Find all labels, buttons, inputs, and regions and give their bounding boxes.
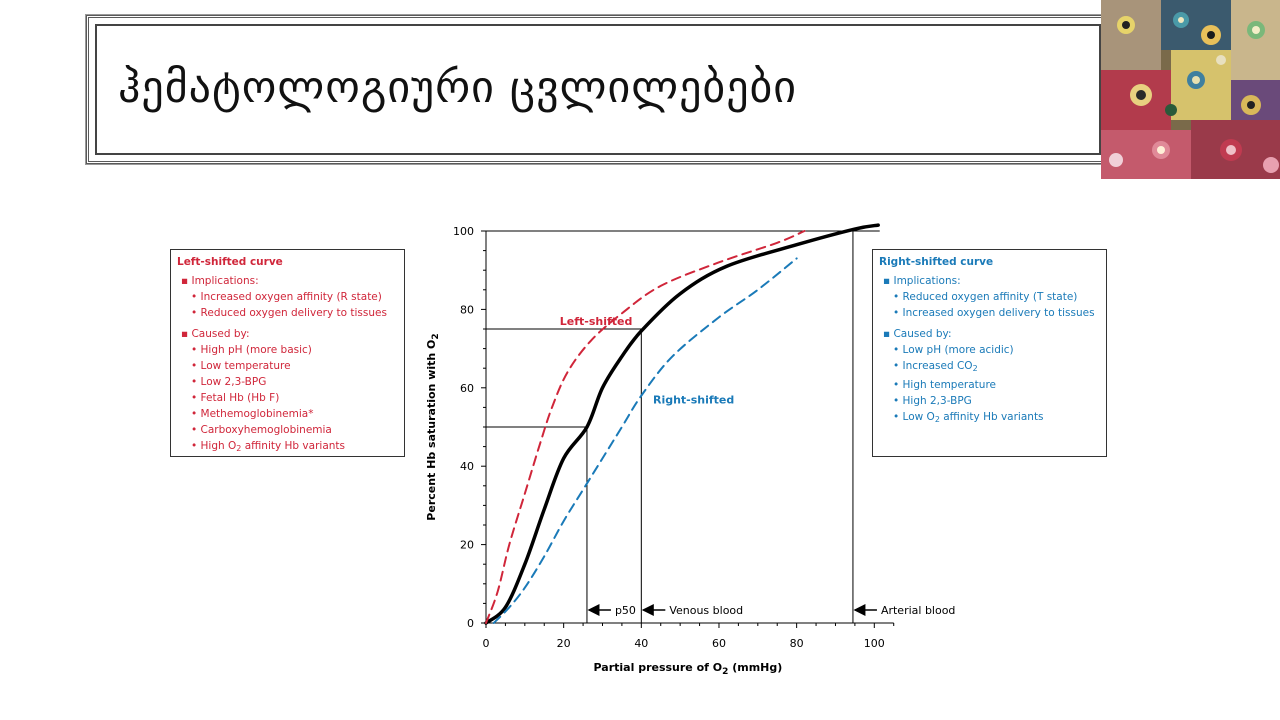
right-cause-item: Low pH (more acidic) <box>879 342 1100 358</box>
slide-title: ჰემატოლოგიური ცვლილებები <box>118 62 798 113</box>
left-implications-label: Implications: <box>177 273 398 289</box>
curve-annotation: Right-shifted <box>653 393 734 406</box>
x-tick-label: 80 <box>790 637 804 650</box>
reference-label: p50 <box>615 604 636 617</box>
y-tick-label: 0 <box>467 617 474 630</box>
right-shifted-curve <box>492 257 798 624</box>
x-tick-label: 100 <box>864 637 885 650</box>
left-cause-item: Methemoglobinemia* <box>177 406 398 422</box>
right-cause-item: Low O2 affinity Hb variants <box>879 409 1100 428</box>
right-cause-item: Increased CO2 <box>879 358 1100 377</box>
right-cause-text: Low O <box>902 411 935 423</box>
right-caused-by-label: Caused by: <box>879 326 1100 342</box>
left-shift-list: Implications: Increased oxygen affinity … <box>177 273 398 457</box>
right-cause-item: High 2,3-BPG <box>879 393 1100 409</box>
y-tick-label: 60 <box>460 382 474 395</box>
title-frame-inner <box>95 24 1101 155</box>
left-caused-by-label: Caused by: <box>177 326 398 342</box>
left-implication-item: Increased oxygen affinity (R state) <box>177 289 398 305</box>
chart-axes: 0 20 40 60 80 100 0 20 40 60 80 100 Partial pressure… <box>425 225 895 677</box>
left-cause-item: Low 2,3-BPG <box>177 374 398 390</box>
x-axis-label: Partial pressure of O2 (mmHg) <box>594 661 783 677</box>
left-cause-item: Fetal Hb (Hb F) <box>177 390 398 406</box>
curve-annotation: Left-shifted <box>560 315 633 328</box>
left-shift-legend-box: Left-shifted curve Implications: Increas… <box>170 249 405 457</box>
reference-label: Arterial blood <box>881 604 955 617</box>
left-cause-item: High O2 affinity Hb variants <box>177 438 398 457</box>
right-implications-label: Implications: <box>879 273 1100 289</box>
y-axis-label: Percent Hb saturation with O2 <box>425 333 441 520</box>
right-cause-subscript: 2 <box>934 415 940 424</box>
right-shift-legend-box: Right-shifted curve Implications: Reduce… <box>872 249 1107 457</box>
reference-label: Venous blood <box>669 604 743 617</box>
left-cause-text: High O <box>200 440 237 452</box>
right-implication-item: Reduced oxygen affinity (T state) <box>879 289 1100 305</box>
reference-lines: p50 Venous blood Arterial blood <box>486 231 955 623</box>
left-implication-item: Reduced oxygen delivery to tissues <box>177 305 398 321</box>
y-tick-label: 80 <box>460 303 474 316</box>
x-tick-label: 60 <box>712 637 726 650</box>
left-cause-text-end: affinity Hb variants <box>241 440 345 452</box>
left-shift-heading: Left-shifted curve <box>177 256 283 268</box>
left-cause-item: Low temperature <box>177 358 398 374</box>
right-cause-text: Increased CO <box>902 360 973 372</box>
y-tick-label: 40 <box>460 460 474 473</box>
y-tick-label: 100 <box>453 225 474 238</box>
y-tick-label: 20 <box>460 539 474 552</box>
right-implication-item: Increased oxygen delivery to tissues <box>879 305 1100 321</box>
left-shifted-curve <box>485 230 806 624</box>
decorative-artwork <box>1101 0 1280 179</box>
right-shift-heading: Right-shifted curve <box>879 256 994 268</box>
x-tick-label: 40 <box>634 637 648 650</box>
right-cause-subscript: 2 <box>972 364 978 373</box>
left-cause-item: High pH (more basic) <box>177 342 398 358</box>
x-tick-label: 20 <box>557 637 571 650</box>
x-tick-label: 0 <box>483 637 490 650</box>
right-shift-list: Implications: Reduced oxygen affinity (T… <box>879 273 1100 428</box>
right-cause-item: High temperature <box>879 377 1100 393</box>
right-cause-text-end: affinity Hb variants <box>939 411 1044 423</box>
left-cause-item: Carboxyhemoglobinemia <box>177 422 398 438</box>
left-cause-subscript: 2 <box>236 444 242 453</box>
normal-curve <box>484 223 880 625</box>
chart-series <box>484 223 880 625</box>
chart-labels: Left-shifted Right-shifted <box>560 315 734 406</box>
